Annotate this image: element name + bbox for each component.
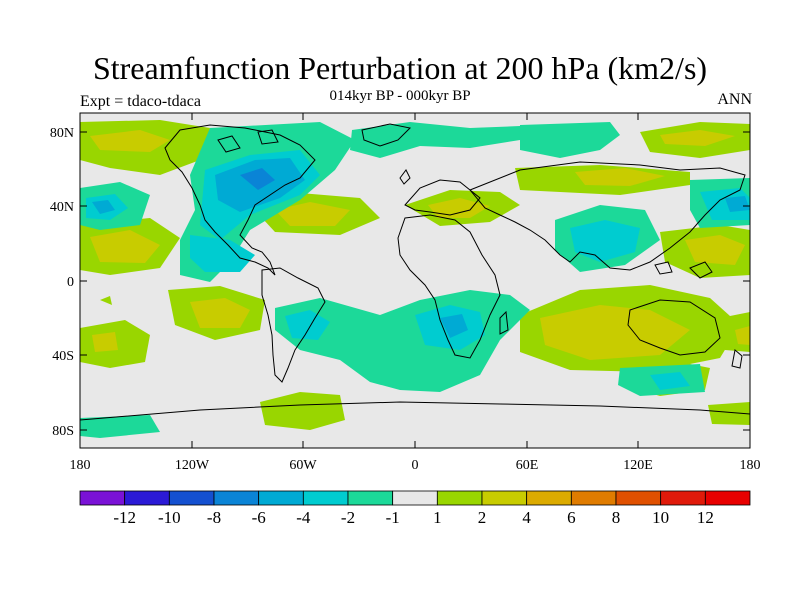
colorbar-label: 6	[567, 508, 576, 527]
colorbar-swatch	[615, 490, 662, 506]
colorbar-swatch	[347, 490, 394, 506]
negative-anomaly-level4	[240, 168, 275, 190]
colorbar-label: 8	[612, 508, 621, 527]
colorbar-label: 10	[652, 508, 669, 527]
positive-anomaly-level2	[90, 130, 750, 360]
colorbar-swatch	[302, 490, 349, 506]
colorbar-label: -4	[296, 508, 311, 527]
colorbar-label: 2	[478, 508, 487, 527]
colorbar-swatch	[526, 490, 572, 506]
colorbar-label: -10	[158, 508, 181, 527]
colorbar-swatch	[124, 490, 170, 506]
colorbar-label: -8	[207, 508, 221, 527]
colorbar-swatch	[168, 490, 215, 506]
lon-label: 120W	[175, 458, 210, 473]
colorbar-swatch	[570, 490, 617, 506]
colorbar-swatch	[392, 490, 438, 506]
colorbar-label: 1	[433, 508, 442, 527]
colorbar-label: -6	[252, 508, 266, 527]
coastlines	[80, 123, 750, 421]
colorbar-label: 4	[522, 508, 531, 527]
colorbar-swatch	[258, 490, 304, 506]
colorbar-swatch	[79, 490, 126, 506]
lon-label: 180	[740, 458, 761, 473]
lon-label: 120E	[623, 458, 653, 473]
lon-label: 60W	[289, 458, 317, 473]
lon-label: 60E	[516, 458, 539, 473]
colorbar: -12 -10 -8 -6 -4 -2 -1 1 2 4 6 8 10 12	[79, 490, 751, 527]
lon-label: 0	[412, 458, 419, 473]
colorbar-label: -12	[113, 508, 136, 527]
colorbar-swatch	[704, 490, 751, 506]
lat-label: 0	[67, 275, 74, 290]
map-plot-area	[80, 113, 750, 448]
colorbar-label: -1	[386, 508, 400, 527]
chart-title: Streamfunction Perturbation at 200 hPa (…	[92, 50, 708, 86]
lon-label: 180	[70, 458, 91, 473]
lat-label: 40N	[50, 200, 74, 215]
experiment-label: Expt = tdaco-tdaca	[80, 93, 201, 110]
map-axes: 80N 40N 0 40S 80S 180 120W 60W 0 60E 120E 180	[50, 113, 761, 473]
colorbar-swatch	[213, 490, 260, 506]
lat-label: 80S	[52, 424, 74, 439]
lat-label: 40S	[52, 349, 74, 364]
season-label: ANN	[717, 91, 752, 108]
colorbar-label: 12	[697, 508, 714, 527]
colorbar-swatch	[436, 490, 483, 506]
lat-label: 80N	[50, 126, 74, 141]
colorbar-swatch	[481, 490, 528, 506]
colorbar-label: -2	[341, 508, 355, 527]
time-range-subtitle: 014kyr BP - 000kyr BP	[329, 88, 471, 104]
colorbar-swatch	[660, 490, 706, 506]
